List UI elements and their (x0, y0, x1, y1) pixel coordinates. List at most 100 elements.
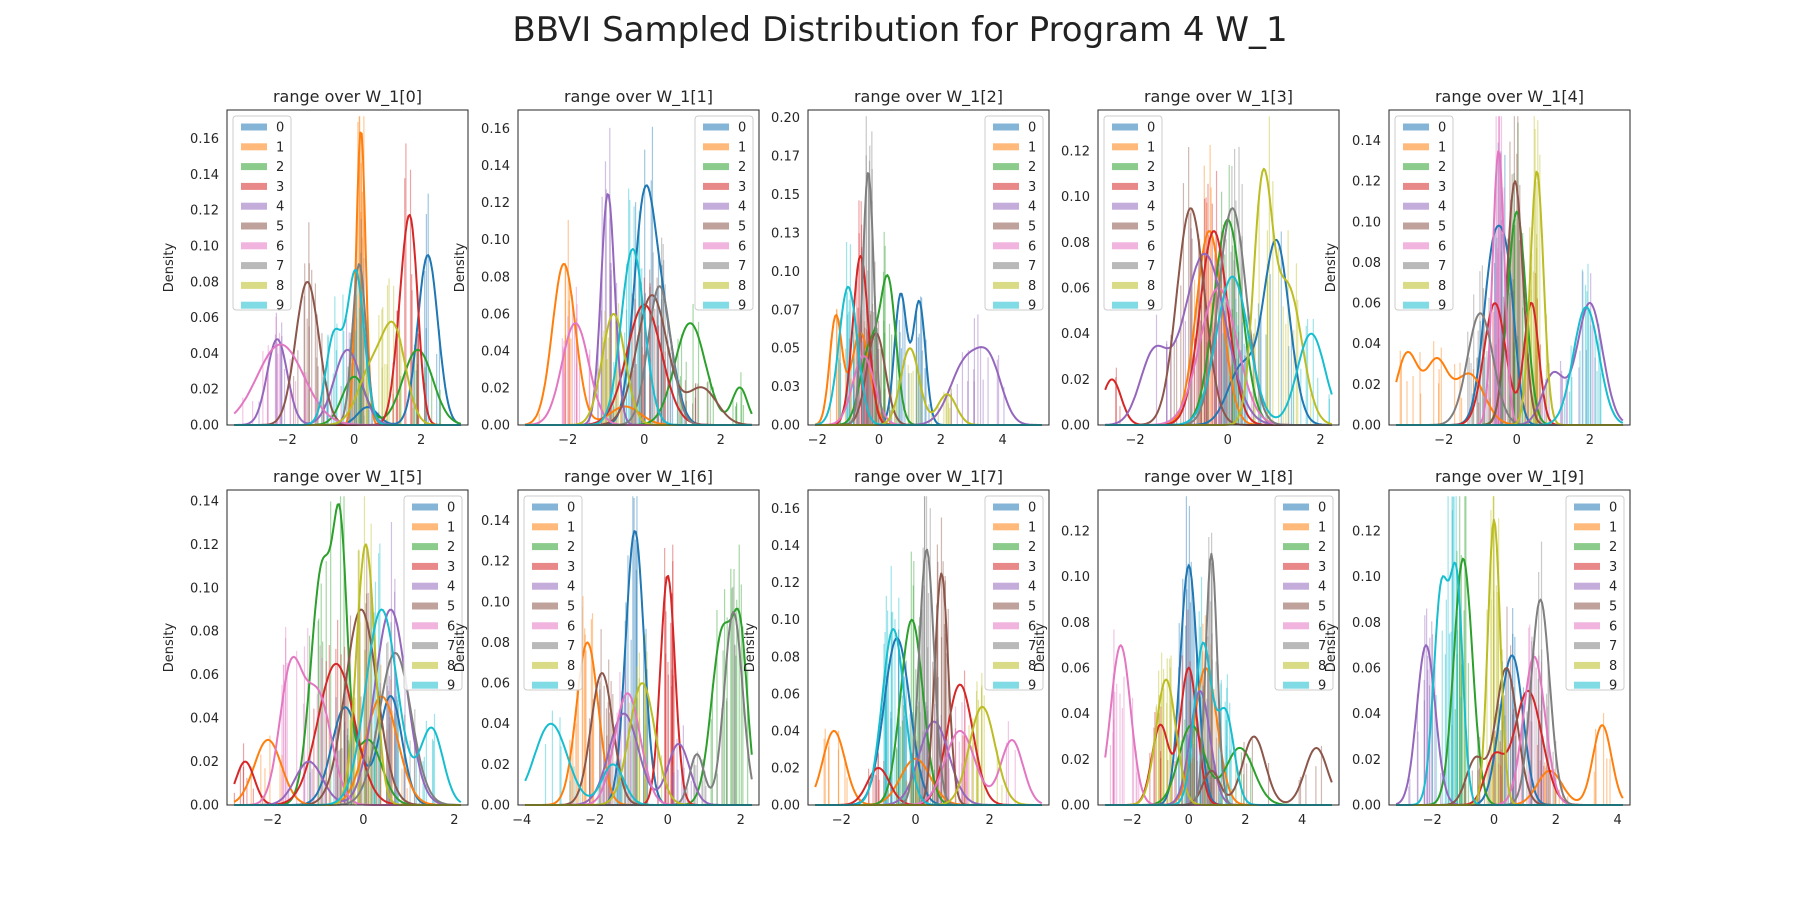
legend-swatch (1574, 543, 1600, 551)
legend-label: 8 (447, 659, 455, 674)
legend-swatch (703, 202, 729, 210)
legend-swatch (241, 281, 267, 289)
y-tick-label: 0.10 (1352, 570, 1381, 585)
legend-swatch (993, 602, 1019, 610)
legend-label: 3 (1147, 180, 1155, 195)
legend-swatch (1112, 202, 1138, 210)
legend-label: 0 (1438, 121, 1446, 136)
legend-swatch (1112, 281, 1138, 289)
y-tick-label: 0.08 (481, 270, 510, 285)
axes-frame (807, 489, 1050, 806)
legend-label: 2 (1147, 160, 1155, 175)
legend-swatch (993, 661, 1019, 669)
legend-label: 8 (1318, 659, 1326, 674)
y-tick-label: 0.15 (771, 188, 800, 203)
kde-line-series-4 (234, 608, 461, 806)
x-tick-label: 0 (875, 433, 883, 448)
y-tick-label: 0.10 (190, 581, 219, 596)
y-tick-label: 0.16 (481, 122, 510, 137)
legend-swatch (993, 143, 1019, 151)
y-tick-label: 0.02 (190, 383, 219, 398)
legend-label: 6 (1438, 239, 1446, 254)
legend-swatch (993, 622, 1019, 630)
histogram-series-4 (1540, 271, 1596, 425)
legend-swatch (532, 562, 558, 570)
subplot-w1-6: −4 −2 0 2 0.00 0.02 0.04 0.06 0.08 0.10 0.12 0.14 ra… (453, 467, 760, 828)
legend-swatch (532, 681, 558, 689)
subplot-w1-4: −2 0 2 0.00 0.02 0.04 0.06 0.08 0.10 0.12 0.14 rang… (1324, 87, 1631, 448)
legend-label: 2 (1438, 160, 1446, 175)
y-axis-label: Density (1324, 622, 1339, 672)
x-tick-label: 2 (417, 433, 425, 448)
legend-swatch (993, 262, 1019, 270)
legend-label: 0 (276, 121, 284, 136)
y-tick-label: 0.04 (1352, 337, 1381, 352)
legend-label: 7 (1438, 259, 1446, 274)
legend-label: 2 (1028, 160, 1036, 175)
y-tick-label: 0.16 (771, 502, 800, 517)
legend-label: 9 (1438, 299, 1446, 314)
y-tick-label: 0.10 (190, 240, 219, 255)
legend-label: 4 (1028, 580, 1036, 595)
y-tick-label: 0.14 (190, 168, 219, 183)
subplot-title: range over W_1[0] (273, 87, 422, 107)
legend-label: 1 (276, 140, 284, 155)
y-tick-label: 0.02 (481, 758, 510, 773)
subplot-w1-5: −2 0 2 0.00 0.02 0.04 0.06 0.08 0.10 0.12 0.14 rang… (162, 467, 469, 828)
axes-frame (1097, 109, 1340, 426)
y-tick-label: 0.06 (1352, 662, 1381, 677)
legend-label: 8 (1438, 279, 1446, 294)
y-tick-label: 0.10 (481, 595, 510, 610)
legend-swatch (993, 503, 1019, 511)
legend-label: 7 (1609, 639, 1617, 654)
legend-label: 8 (738, 279, 746, 294)
y-tick-label: 0.08 (1352, 256, 1381, 271)
legend-swatch (1283, 602, 1309, 610)
legend-label: 9 (276, 299, 284, 314)
y-tick-label: 0.14 (1352, 134, 1381, 149)
legend-swatch (1112, 262, 1138, 270)
y-tick-label: 0.00 (1061, 419, 1090, 434)
legend-label: 7 (276, 259, 284, 274)
subplot-title: range over W_1[5] (273, 467, 422, 487)
y-tick-label: 0.10 (481, 233, 510, 248)
y-tick-label: 0.14 (771, 539, 800, 554)
y-tick-label: 0.00 (481, 799, 510, 814)
legend-swatch (993, 242, 1019, 250)
y-tick-label: 0.00 (190, 799, 219, 814)
subplot-title: range over W_1[4] (1435, 87, 1584, 107)
legend-swatch (1283, 503, 1309, 511)
y-tick-label: 0.12 (1061, 145, 1090, 160)
legend-label: 4 (1609, 580, 1617, 595)
legend: 0 1 2 3 4 5 6 7 8 9 (1274, 495, 1334, 694)
legend-label: 4 (1028, 200, 1036, 215)
y-tick-label: 0.00 (1061, 799, 1090, 814)
histogram-series-6 (561, 286, 591, 425)
legend-swatch (703, 281, 729, 289)
legend-label: 3 (1609, 560, 1617, 575)
legend-label: 5 (1318, 600, 1326, 615)
x-tick-label: 4 (1298, 813, 1306, 828)
x-tick-label: −2 (263, 813, 282, 828)
y-tick-label: 0.12 (190, 538, 219, 553)
subplot-title: range over W_1[6] (564, 467, 713, 487)
axes-frame (1388, 109, 1631, 426)
legend-label: 9 (1318, 679, 1326, 694)
histogram-series-9 (1563, 263, 1602, 425)
legend-swatch (532, 523, 558, 531)
legend-label: 1 (1028, 520, 1036, 535)
legend-label: 0 (1609, 501, 1617, 516)
legend-label: 0 (738, 121, 746, 136)
legend: 0 1 2 3 4 5 6 7 8 9 (984, 115, 1044, 314)
legend: 0 1 2 3 4 5 6 7 8 9 (403, 495, 463, 694)
legend-swatch (241, 123, 267, 131)
legend-label: 9 (1028, 299, 1036, 314)
axes-frame (1388, 489, 1631, 806)
legend-swatch (1574, 503, 1600, 511)
legend-swatch (993, 642, 1019, 650)
legend-swatch (1283, 622, 1309, 630)
legend-swatch (1112, 222, 1138, 230)
y-tick-label: 0.08 (1061, 236, 1090, 251)
legend: 0 1 2 3 4 5 6 7 8 9 (694, 115, 754, 314)
